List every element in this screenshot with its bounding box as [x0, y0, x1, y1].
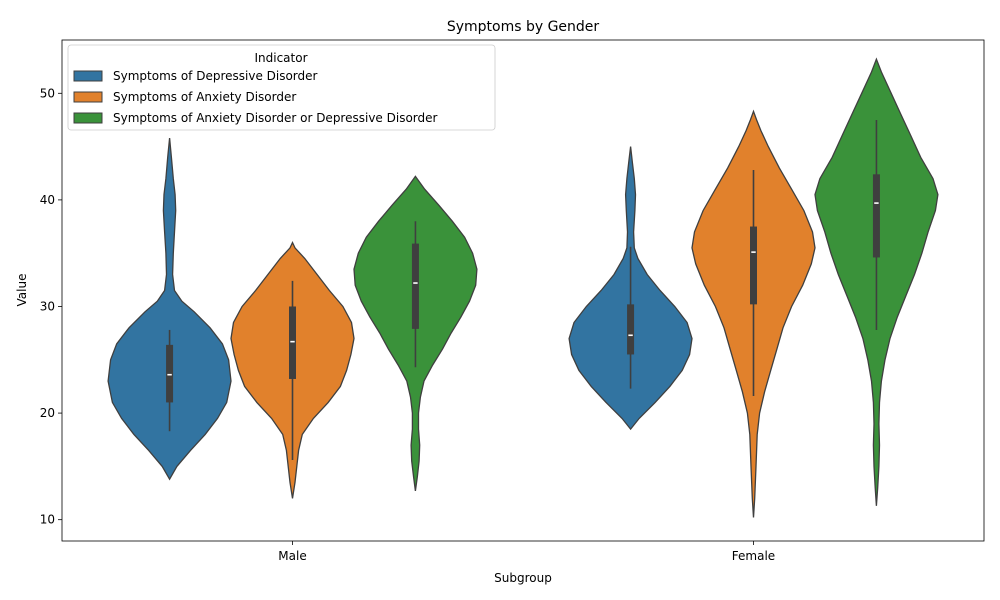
legend-swatch — [73, 70, 103, 82]
legend-label: Symptoms of Anxiety Disorder — [113, 90, 296, 104]
violin-iqr-box — [750, 226, 757, 305]
y-tick-label: 50 — [40, 86, 55, 100]
violin-iqr-box — [627, 304, 635, 355]
x-tick-label: Male — [278, 549, 306, 563]
legend-items: Symptoms of Depressive Disorder Symptoms … — [73, 69, 438, 125]
violin-symptoms-of-depressive-disorder-male — [107, 138, 232, 481]
violins — [107, 57, 939, 518]
legend-label: Symptoms of Depressive Disorder — [113, 69, 318, 83]
y-axis: 10 20 30 40 50 — [40, 86, 62, 527]
x-axis-label: Subgroup — [494, 571, 552, 585]
legend-frame — [67, 44, 496, 131]
violin-iqr-box — [289, 306, 296, 379]
y-axis-label: Value — [15, 274, 29, 307]
plot-frame — [61, 39, 985, 542]
legend: Indicator Symptoms of Depressive Disorde… — [67, 44, 496, 131]
violin-iqr-box — [872, 174, 880, 258]
y-tick-label: 40 — [40, 193, 55, 207]
violin-iqr-box — [411, 243, 419, 329]
legend-title: Indicator — [254, 51, 307, 65]
chart-title: Symptoms by Gender — [447, 19, 600, 35]
violin-iqr-box — [166, 344, 174, 403]
x-tick-label: Female — [732, 549, 775, 563]
x-axis: Male Female — [278, 541, 775, 563]
legend-swatch — [73, 91, 103, 103]
legend-swatch — [73, 112, 103, 124]
y-tick-label: 20 — [40, 406, 55, 420]
y-tick-label: 10 — [40, 513, 55, 527]
legend-label: Symptoms of Anxiety Disorder or Depressi… — [113, 111, 438, 125]
y-tick-label: 30 — [40, 299, 55, 313]
